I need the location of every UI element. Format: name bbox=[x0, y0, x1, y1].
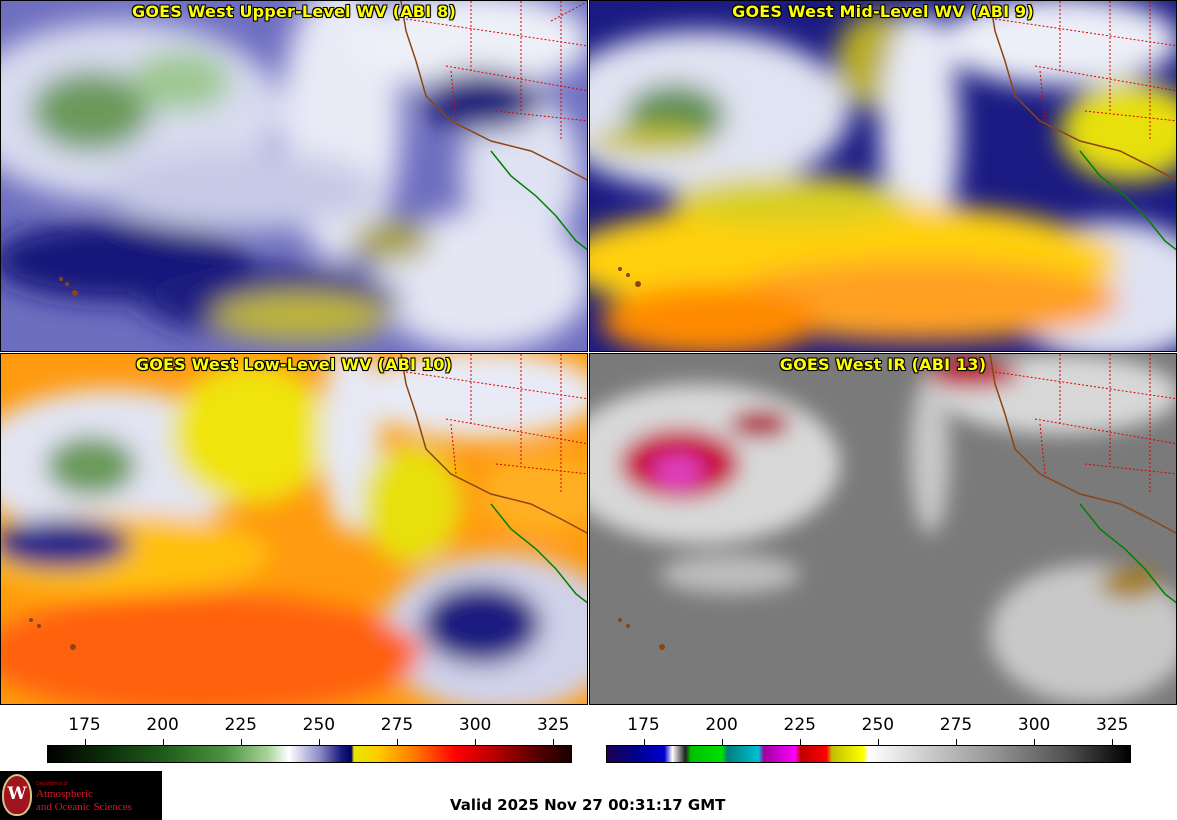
logo-dept: Department of bbox=[36, 781, 68, 787]
colorbar-tick-label: 250 bbox=[302, 715, 336, 735]
colorbar-tick-label: 300 bbox=[458, 715, 492, 735]
panel-title: GOES West IR (ABI 13) bbox=[779, 355, 987, 374]
low-level-wv-image bbox=[1, 354, 587, 704]
colorbar-tick-mark bbox=[475, 739, 477, 745]
colorbar-tick-label: 200 bbox=[705, 715, 738, 735]
colorbar-tick-mark bbox=[84, 739, 86, 745]
ir-colorbar-ticks: 175 200 225 250 275 300 325 bbox=[606, 715, 1131, 745]
logo-line1: Atmospheric bbox=[36, 788, 93, 800]
colorbar-tick-mark bbox=[1034, 739, 1036, 745]
colorbar-tick-label: 225 bbox=[224, 715, 257, 735]
ir-image bbox=[590, 354, 1176, 704]
panel-title: GOES West Upper-Level WV (ABI 8) bbox=[132, 2, 456, 21]
panel-title: GOES West Low-Level WV (ABI 10) bbox=[135, 355, 453, 374]
colorbar-tick-label: 325 bbox=[537, 715, 570, 735]
colorbar-tick-mark bbox=[1112, 739, 1114, 745]
colorbar-tick-mark bbox=[643, 739, 645, 745]
colorbar-tick-mark bbox=[318, 739, 320, 745]
colorbar-tick-label: 175 bbox=[68, 715, 101, 735]
logo-line2: and Oceanic Sciences bbox=[36, 801, 132, 813]
colorbar-tick-mark bbox=[397, 739, 398, 745]
colorbar-tick-label: 175 bbox=[627, 715, 660, 735]
colorbar-tick-label: 250 bbox=[861, 715, 895, 735]
colorbar-tick-mark bbox=[721, 739, 723, 745]
colorbar-tick-label: 275 bbox=[380, 715, 414, 735]
colorbar-tick-mark bbox=[553, 739, 555, 745]
panel-title: GOES West Mid-Level WV (ABI 9) bbox=[732, 2, 1034, 21]
upper-level-wv-panel: GOES West Upper-Level WV (ABI 8) bbox=[0, 0, 588, 352]
wv-colorbar-ticks: 175 200 225 250 275 300 325 bbox=[47, 715, 572, 745]
colorbar-tick-label: 200 bbox=[146, 715, 179, 735]
low-level-wv-panel: GOES West Low-Level WV (ABI 10) bbox=[0, 353, 588, 705]
colorbar-tick-mark bbox=[956, 739, 957, 745]
mid-level-wv-panel: GOES West Mid-Level WV (ABI 9) bbox=[589, 0, 1177, 352]
upper-level-wv-image bbox=[1, 1, 587, 351]
uw-seal-icon: W bbox=[2, 774, 32, 816]
ir-colorbar bbox=[606, 745, 1131, 763]
colorbar-tick-mark bbox=[799, 739, 801, 745]
colorbar-tick-label: 325 bbox=[1096, 715, 1129, 735]
wv-colorbar bbox=[47, 745, 572, 763]
mid-level-wv-image bbox=[590, 1, 1176, 351]
colorbar-tick-mark bbox=[877, 739, 879, 745]
aos-logo: W Department of Atmospheric and Oceanic … bbox=[0, 771, 162, 820]
colorbar-tick-mark bbox=[162, 739, 164, 745]
colorbar-tick-label: 275 bbox=[939, 715, 973, 735]
colorbar-tick-mark bbox=[240, 739, 242, 745]
ir-panel: GOES West IR (ABI 13) bbox=[589, 353, 1177, 705]
valid-time: Valid 2025 Nov 27 00:31:17 GMT bbox=[450, 796, 726, 814]
colorbar-tick-label: 225 bbox=[783, 715, 816, 735]
colorbar-tick-label: 300 bbox=[1017, 715, 1051, 735]
